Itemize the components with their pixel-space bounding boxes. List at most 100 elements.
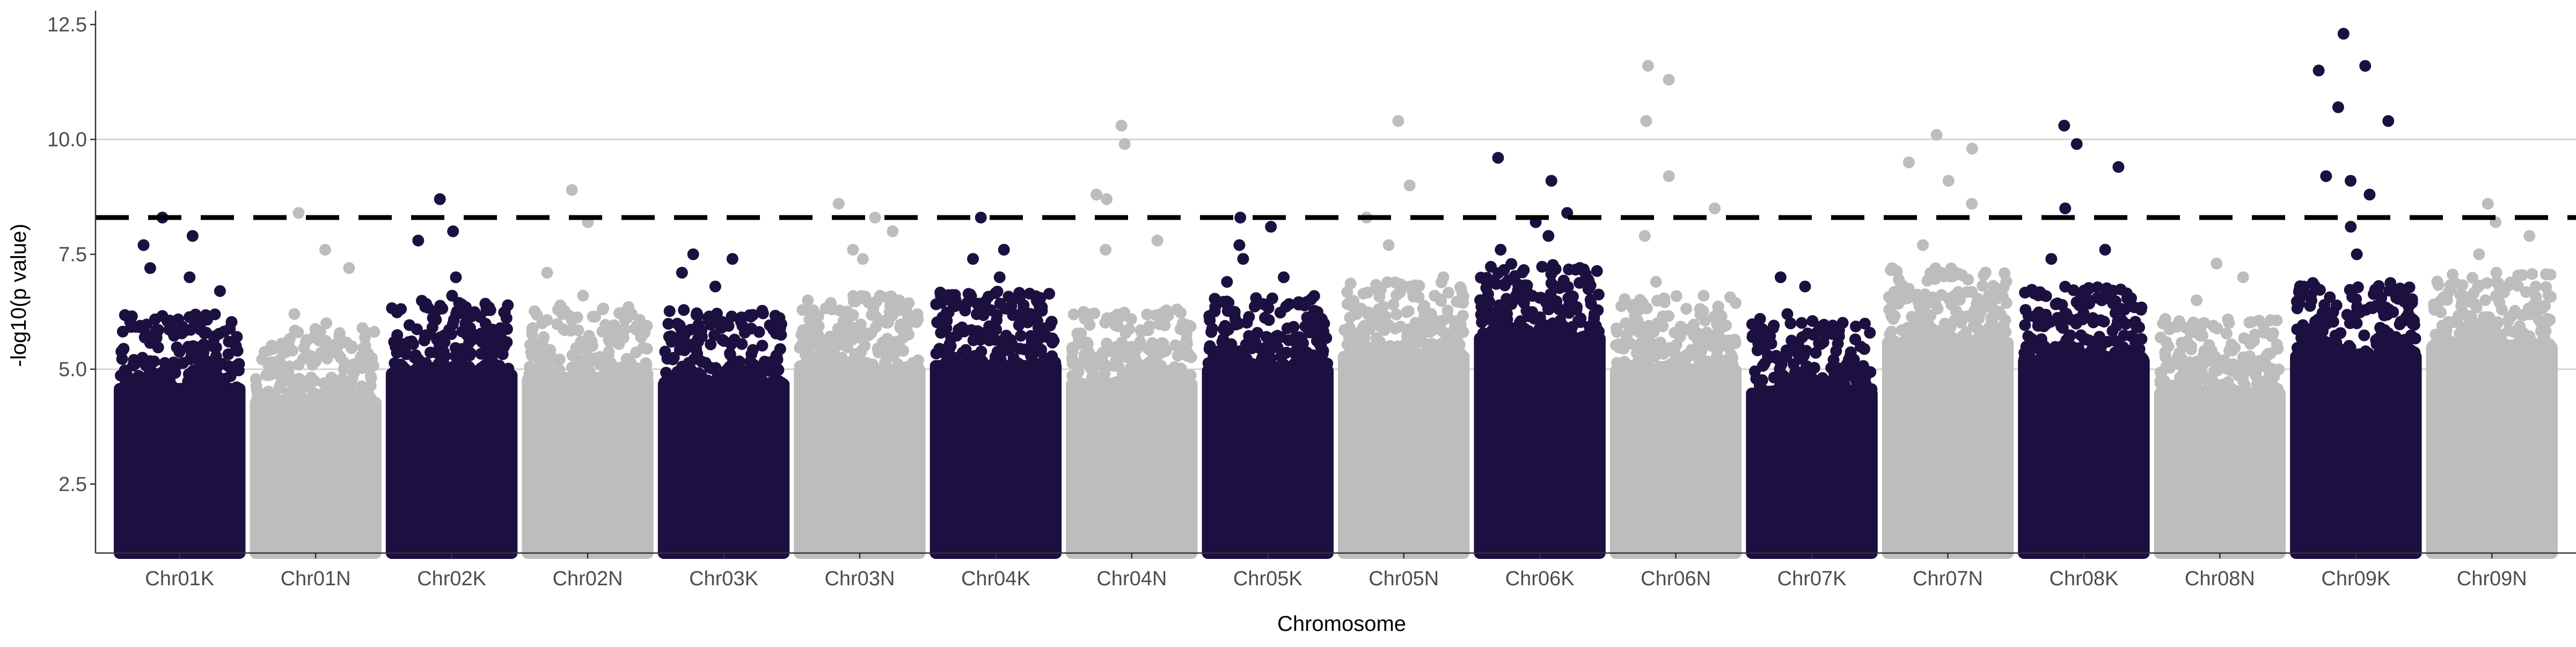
- point: [1724, 291, 1736, 303]
- point: [611, 372, 623, 384]
- point: [722, 320, 735, 332]
- point: [2018, 347, 2031, 359]
- point: [2207, 319, 2220, 332]
- point: [1135, 324, 1147, 336]
- point: [2187, 316, 2199, 329]
- point: [1014, 343, 1026, 355]
- point: [274, 382, 286, 394]
- point: [1927, 270, 1939, 282]
- point: [1249, 300, 1261, 312]
- point: [1953, 294, 1966, 306]
- point: [1037, 358, 1050, 370]
- point: [1095, 374, 1108, 386]
- point: [912, 314, 924, 326]
- x-tick-label: Chr03N: [824, 568, 895, 590]
- point: [314, 325, 326, 338]
- point: [949, 294, 962, 306]
- peak-point: [214, 285, 226, 297]
- point: [2381, 309, 2394, 321]
- point-cloud-Chr02N: [522, 374, 654, 559]
- point: [225, 316, 238, 328]
- point: [292, 376, 305, 389]
- point: [283, 339, 295, 351]
- point: [893, 360, 905, 372]
- point: [2033, 306, 2045, 318]
- point: [250, 373, 262, 385]
- point: [2271, 338, 2283, 351]
- point: [2129, 316, 2141, 328]
- point: [2067, 284, 2080, 296]
- point: [1123, 372, 1136, 384]
- point: [1341, 286, 1353, 299]
- point: [2344, 317, 2356, 329]
- point: [1308, 290, 1320, 302]
- point: [2545, 290, 2557, 303]
- point: [773, 375, 785, 387]
- point: [2245, 316, 2258, 328]
- point: [580, 341, 591, 354]
- peak-point: [1115, 120, 1128, 132]
- point: [420, 297, 433, 310]
- point: [565, 325, 577, 337]
- point: [480, 339, 492, 351]
- point: [263, 369, 275, 381]
- point: [1820, 326, 1833, 339]
- point: [2492, 316, 2504, 328]
- point: [2051, 353, 2063, 366]
- point: [499, 306, 511, 318]
- point: [566, 314, 578, 326]
- point: [489, 367, 501, 380]
- point: [1526, 306, 1539, 318]
- peak-point: [2312, 64, 2325, 77]
- peak-point: [577, 289, 589, 302]
- point: [1888, 264, 1900, 276]
- point: [2346, 349, 2358, 361]
- point: [1574, 277, 1586, 289]
- point: [1695, 345, 1708, 357]
- point: [1505, 322, 1518, 334]
- point: [2466, 272, 2478, 284]
- peak-point: [541, 266, 553, 279]
- series-Chr08N: [2154, 257, 2286, 559]
- point: [843, 327, 855, 339]
- point: [1762, 351, 1774, 364]
- point: [1566, 321, 1578, 333]
- point: [1610, 339, 1622, 352]
- point: [881, 348, 893, 360]
- point-cloud-Chr06K: [1474, 332, 1606, 559]
- point: [2133, 347, 2145, 359]
- x-tick-label: Chr09K: [2321, 568, 2390, 590]
- point: [2435, 306, 2447, 318]
- peak-point: [676, 266, 688, 279]
- point: [1697, 305, 1709, 317]
- point: [2540, 281, 2552, 293]
- point: [1856, 385, 1869, 397]
- point: [1476, 313, 1489, 325]
- point: [1387, 299, 1400, 311]
- point: [597, 303, 609, 316]
- peak-point: [2345, 175, 2357, 187]
- peak-point: [2211, 257, 2223, 270]
- point: [2172, 350, 2184, 362]
- point: [366, 352, 378, 364]
- x-tick-label: Chr08K: [2050, 568, 2119, 590]
- point: [2032, 319, 2044, 332]
- point: [430, 305, 442, 317]
- point: [1315, 313, 1328, 325]
- peak-point: [2359, 60, 2372, 72]
- point: [1713, 314, 1725, 326]
- point: [1007, 358, 1019, 370]
- point: [733, 368, 745, 381]
- point: [2177, 384, 2189, 396]
- point: [499, 338, 511, 350]
- point: [620, 353, 633, 365]
- point: [535, 347, 547, 360]
- peak-point: [1966, 198, 1978, 210]
- point: [1767, 322, 1780, 334]
- point: [1402, 305, 1415, 317]
- point: [1184, 369, 1197, 381]
- point: [1789, 367, 1801, 379]
- point: [757, 307, 769, 319]
- point: [802, 294, 814, 307]
